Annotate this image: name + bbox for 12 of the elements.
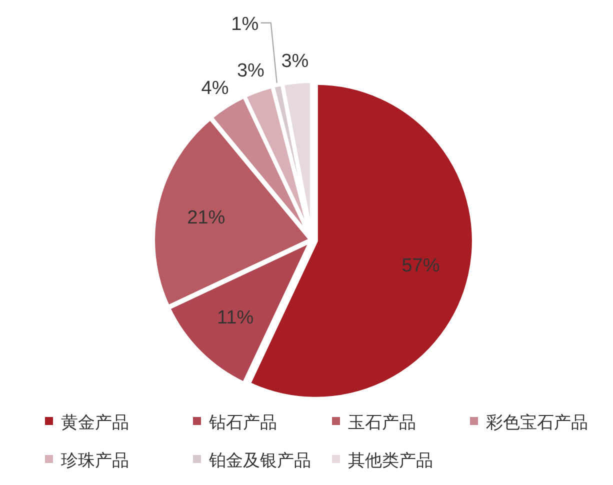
data-label: 3% bbox=[236, 60, 265, 82]
legend-label: 玉石产品 bbox=[348, 413, 416, 432]
legend-label: 黄金产品 bbox=[61, 413, 129, 432]
legend-label: 钻石产品 bbox=[208, 413, 277, 432]
data-label: 3% bbox=[281, 50, 309, 72]
data-label: 57% bbox=[402, 255, 440, 276]
data-label: 1% bbox=[231, 14, 259, 35]
data-label: 21% bbox=[187, 207, 226, 228]
data-label: 4% bbox=[201, 78, 229, 100]
legend-label: 其他类产品 bbox=[348, 451, 433, 470]
legend-label: 珍珠产品 bbox=[61, 451, 129, 470]
data-label: 11% bbox=[217, 308, 254, 329]
